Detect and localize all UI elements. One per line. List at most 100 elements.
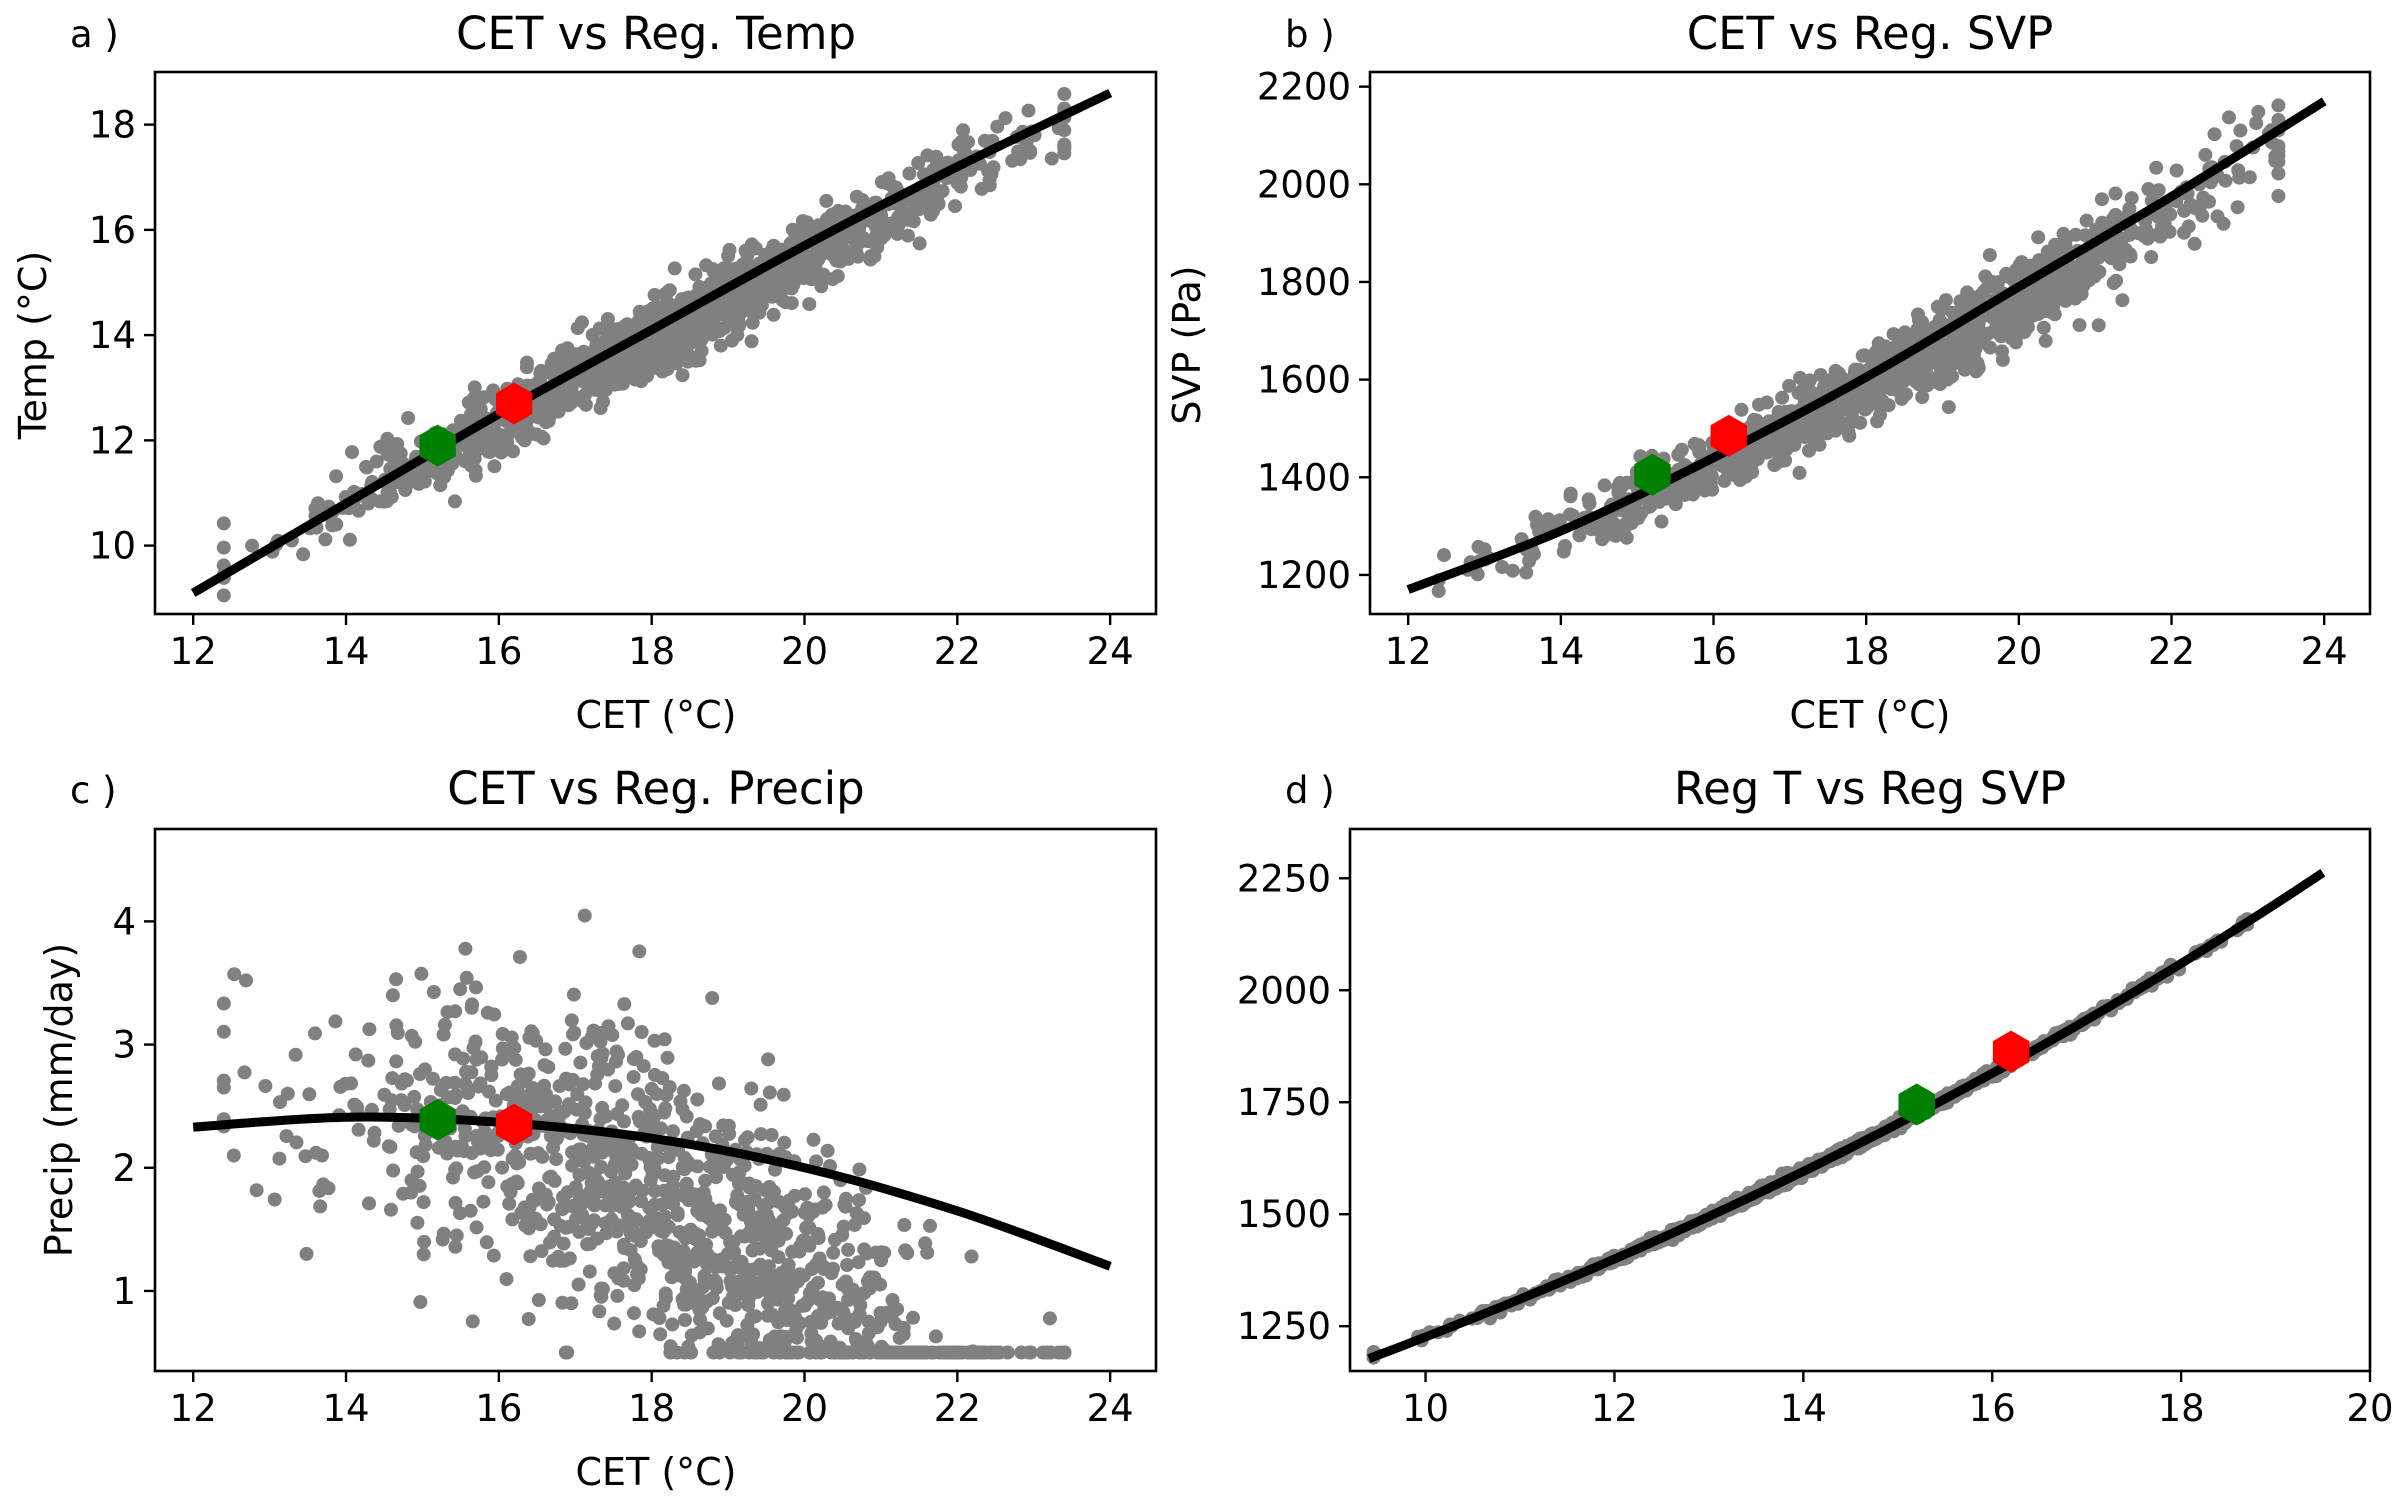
panel-b-xtick-label: 24 [2301,630,2348,673]
panel-c-point [560,1185,575,1200]
panel-a-xtick-label: 24 [1087,630,1134,673]
panel-b-ytick-label: 2000 [1257,163,1351,206]
panel-a-point [869,214,884,229]
panel-c-point [518,1074,533,1089]
panel-b-point [1825,413,1840,427]
panel-c-point [612,1188,627,1203]
panel-b-point [2233,123,2248,138]
panel-b-marks [1406,97,2327,599]
panel-c-point [897,1218,912,1232]
panel-c-point [776,1087,791,1102]
panel-a-ytick-label: 16 [89,209,136,252]
panel-a-point [837,251,851,266]
panel-c-point [806,1132,821,1147]
panel-c-point [841,1283,856,1298]
panel-c-point [658,1101,673,1116]
panel-c-point [837,1197,852,1212]
panel-c-point [626,1070,641,1084]
panel-letter-c: c ) [70,769,117,812]
panel-a-point [687,317,702,332]
panel-c-point [797,1205,812,1220]
panel-c-point [754,1127,768,1142]
panel-c-point [599,1109,614,1124]
panel-a-point [461,450,476,465]
panel-c-point [749,1179,764,1194]
panel-c-point [383,1139,398,1154]
panel-c-point [709,1170,723,1185]
panel-a-point [955,141,970,156]
panel-c-frame [153,827,1158,1373]
panel-c-cet-vs-reg-precip: c ) CET vs Reg. Precip CET (°C) Precip (… [37,762,1158,1494]
panel-c-point [790,1330,804,1345]
panel-b-point [1813,368,1828,382]
panel-a-point [398,483,413,497]
panel-c-point [577,908,592,923]
panel-c-point [712,1076,726,1091]
panel-b-point [2115,293,2130,308]
panel-a-point [308,501,323,516]
panel-c-point [267,1192,282,1207]
panel-c-xtick-label: 24 [1087,1387,1134,1430]
panel-c-red-hexagon-marker [496,1103,533,1146]
panel-b-point [1989,280,2004,295]
panel-b-ytick-label: 1600 [1257,359,1351,402]
panel-c-point [628,1178,643,1193]
panel-c-point [832,1345,847,1360]
panel-a-point [342,532,357,547]
panel-b-point [2091,318,2106,333]
panel-b-point [1957,362,1972,377]
panel-a-xtick-label: 20 [781,630,828,673]
panel-c-point [677,1345,692,1360]
panel-c-point [679,1109,694,1124]
panel-a-point [490,443,505,458]
panel-a-xtick-label: 12 [170,630,217,673]
panel-a-point [216,516,231,531]
panel-c-point [634,1194,649,1209]
panel-c-point [426,1071,440,1086]
panel-b-xtick-label: 22 [2148,630,2195,673]
panel-b-point [2163,207,2178,222]
panel-b-point [1606,516,1621,531]
panel-c-point [655,1197,670,1212]
panel-a-point [382,444,397,459]
panel-c-point [708,1209,722,1224]
panel-b-point [2123,247,2138,262]
panel-c-point [448,1004,463,1019]
panel-c-point [391,1118,406,1133]
panel-b-point [2162,224,2177,239]
panel-c-point [820,1143,835,1158]
panel-c-point [632,1324,647,1339]
panel-b-point [2198,147,2213,162]
panel-b-point [1437,548,1451,563]
panel-b-point [1853,397,1868,412]
panel-c-point [795,1298,810,1313]
panel-c-point [928,1329,943,1344]
panel-c-point [344,1076,358,1091]
panel-a-point [216,540,231,555]
panel-a-point [1023,145,1037,160]
panel-b-point [2072,318,2087,333]
panel-c-point [617,997,632,1012]
panel-a-point [296,547,311,562]
panel-a-point [713,338,728,353]
panel-b-point [2108,207,2123,222]
panel-c-point [647,1108,662,1123]
panel-c-point [779,1330,794,1345]
panel-a-xtick-label: 22 [934,630,981,673]
panel-c-xtick-label: 14 [322,1387,369,1430]
panel-b-point [1742,449,1757,464]
panel-c-point [826,1245,841,1260]
panel-c-point [569,1211,584,1226]
panel-c-point [594,1281,609,1296]
panel-a-point [638,338,653,353]
panel-b-point [1937,359,1952,374]
panel-c-point [459,970,474,985]
panel-c-point [792,1244,807,1259]
panel-c-point [508,1052,523,1067]
panel-d-title: Reg T vs Reg SVP [1674,762,2066,815]
panel-c-point [547,1229,562,1244]
panel-b-point [1940,372,1955,387]
panel-c-point [883,1345,898,1360]
panel-a-frame [153,70,1158,616]
panel-b-point [1855,348,1870,363]
